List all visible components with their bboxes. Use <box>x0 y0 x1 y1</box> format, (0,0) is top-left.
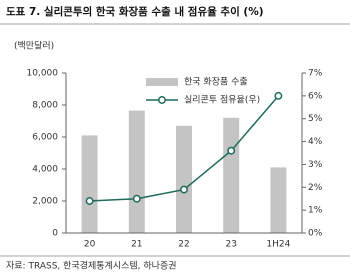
y2-tick-label: 6% <box>308 91 323 101</box>
chart-title: 도표 7. 실리콘투의 한국 화장품 수출 내 점유율 추이 (%) <box>6 5 264 18</box>
y2-tick-label: 3% <box>308 160 323 170</box>
y2-tick-label: 2% <box>308 183 323 193</box>
source: 자료: TRASS, 한국경제통계시스템, 하나증권 <box>6 260 177 272</box>
bar <box>223 117 240 233</box>
marker <box>85 197 94 205</box>
y-tick-label: 8,000 <box>32 101 58 111</box>
y-tick-label: 4,000 <box>32 165 58 175</box>
y2-tick-label: 1% <box>308 206 323 216</box>
bar <box>128 110 145 233</box>
bar <box>176 125 192 233</box>
y-tick-label: 0 <box>52 229 58 239</box>
x-tick-label: 23 <box>225 240 236 250</box>
legend-label: 실리콘투 점유율(우) <box>184 94 260 106</box>
marker <box>274 91 283 100</box>
x-tick-label: 1H24 <box>266 240 290 250</box>
legend-label: 한국 화장품 수출 <box>184 77 248 88</box>
x-tick-label: 21 <box>131 240 142 250</box>
marker <box>227 146 236 155</box>
y2-tick-label: 0% <box>308 229 323 239</box>
y-tick-label: 6,000 <box>32 133 58 143</box>
y2-tick-label: 7% <box>308 69 323 79</box>
marker <box>132 194 141 203</box>
x-tick-label: 20 <box>84 240 96 250</box>
marker <box>180 185 188 194</box>
x-tick-label: 22 <box>178 240 189 250</box>
y-axis-label: (백만달러) <box>14 40 54 52</box>
bar <box>81 135 98 233</box>
legend-marker <box>158 96 166 104</box>
y2-tick-label: 5% <box>308 114 323 124</box>
bar <box>270 167 287 233</box>
y-tick-label: 10,000 <box>27 69 59 79</box>
y2-tick-label: 4% <box>308 137 323 147</box>
legend-swatch <box>146 78 178 86</box>
y-tick-label: 2,000 <box>32 197 58 207</box>
